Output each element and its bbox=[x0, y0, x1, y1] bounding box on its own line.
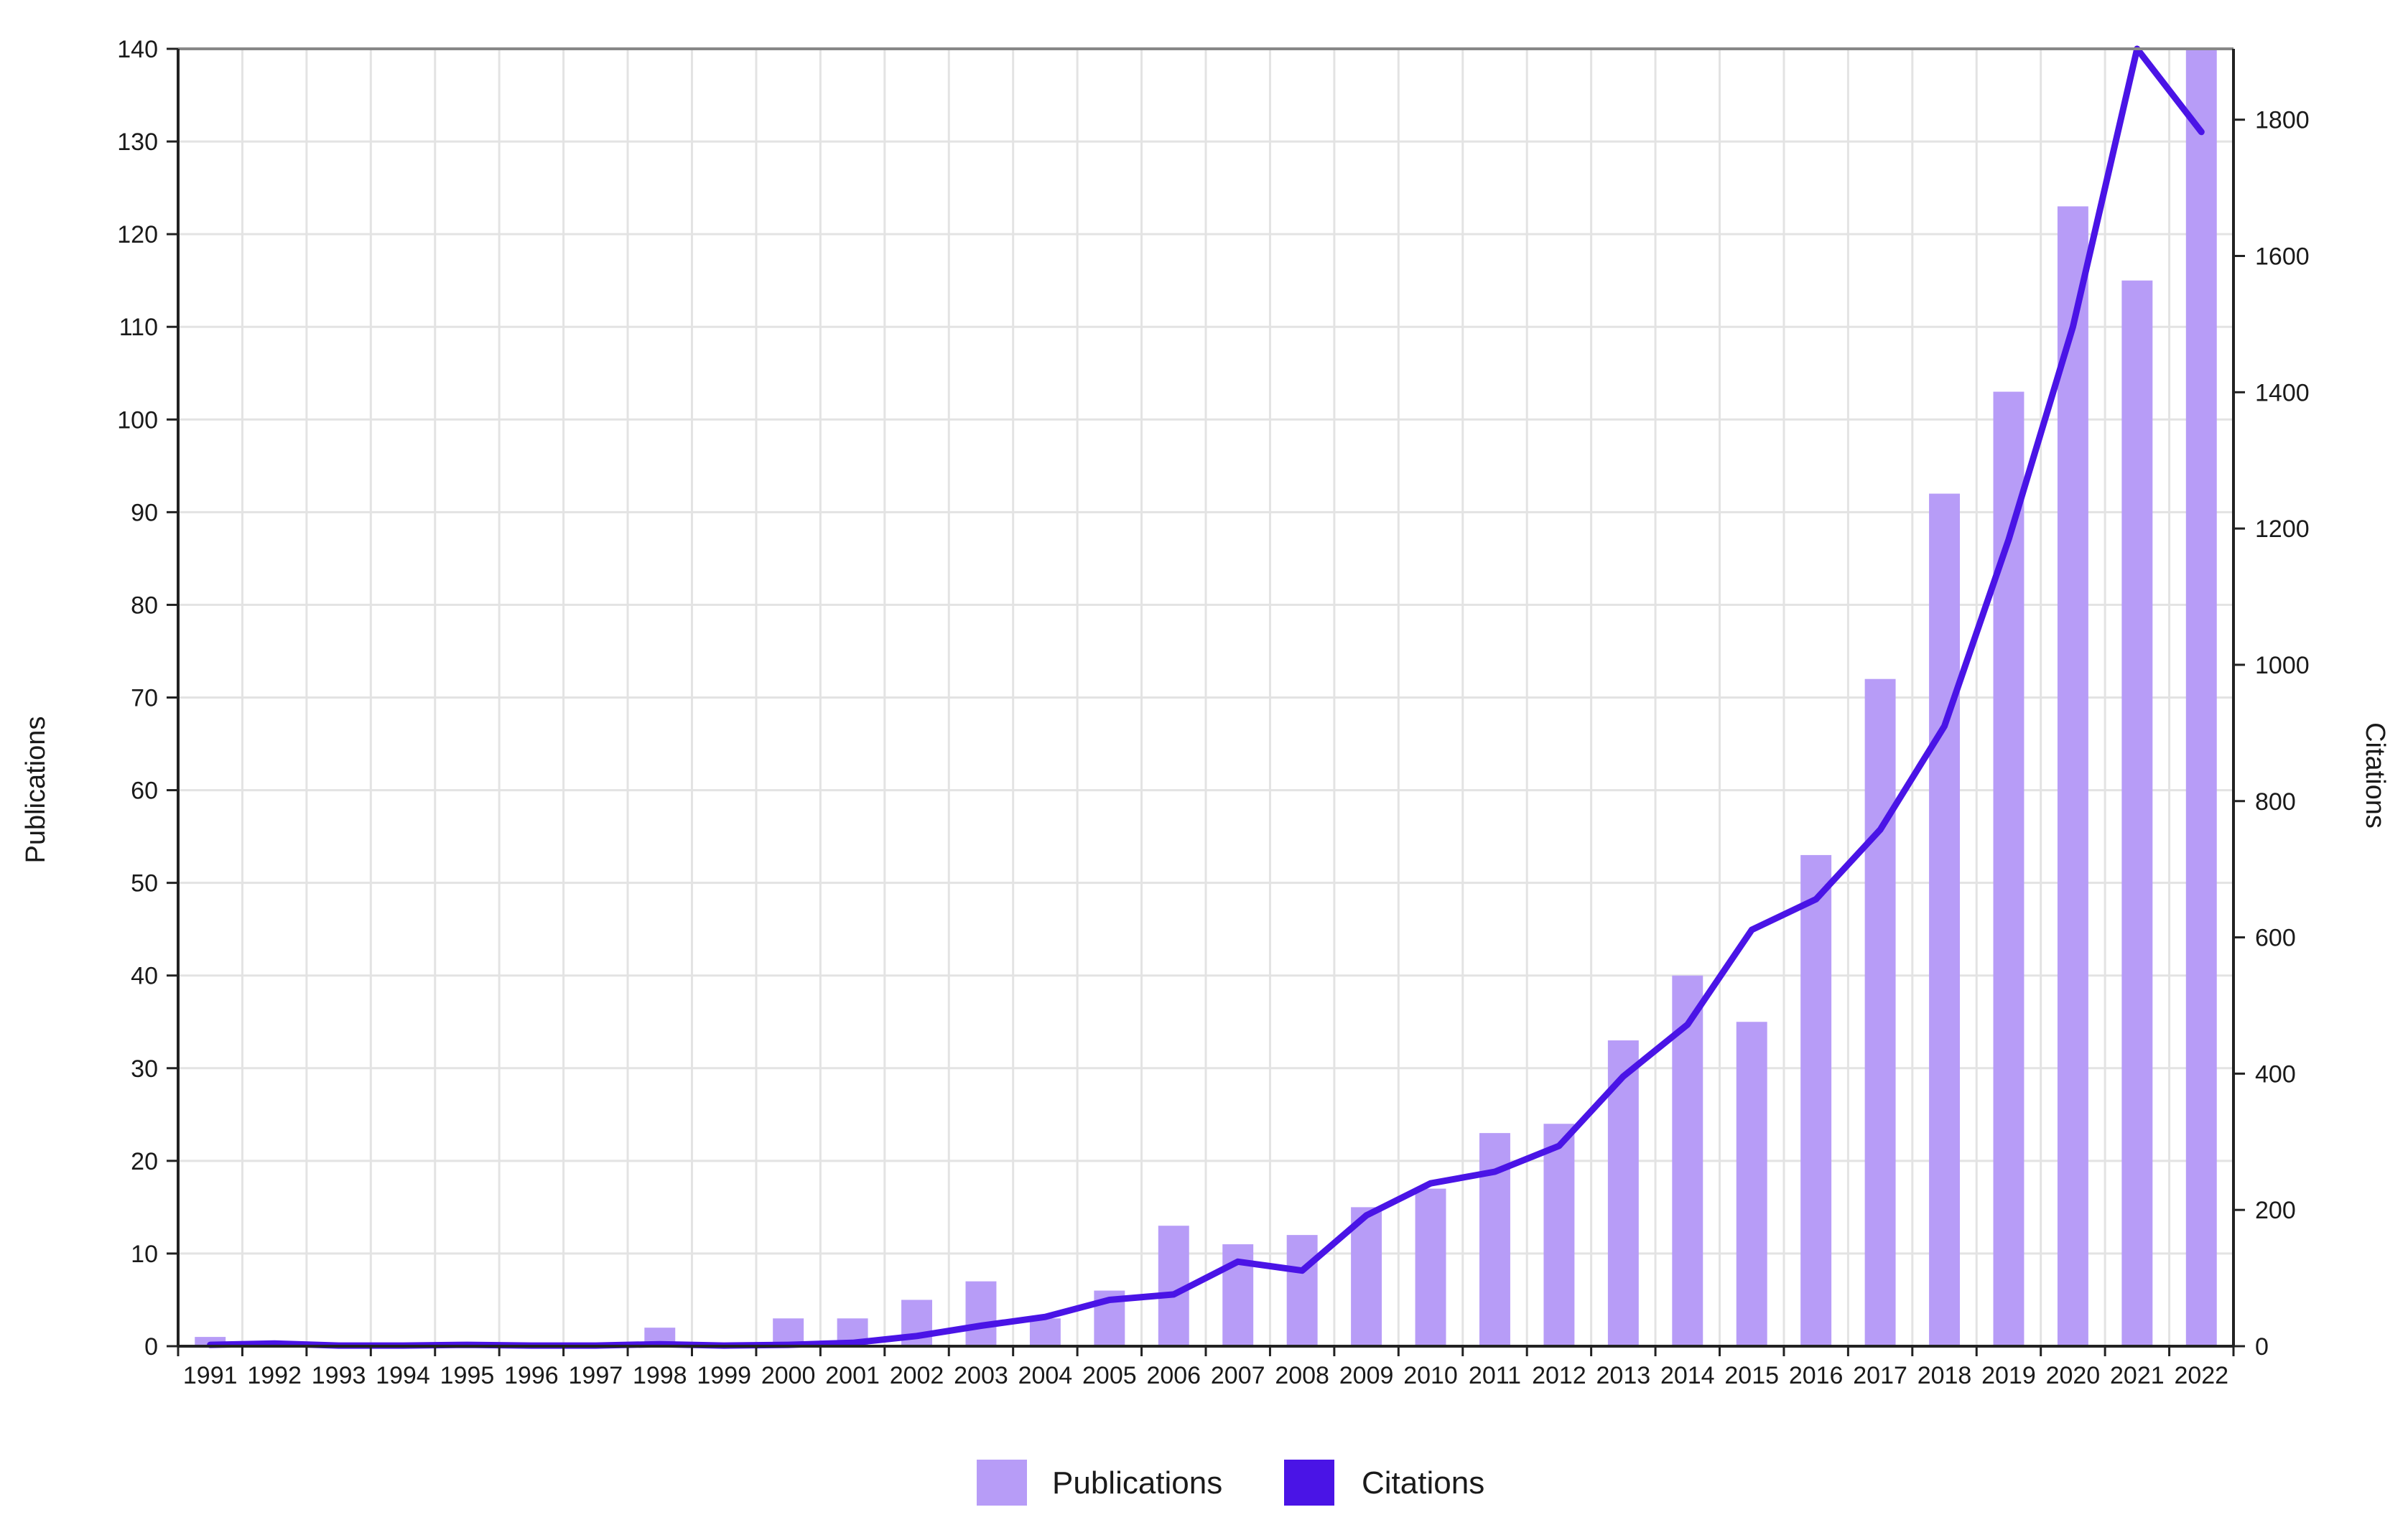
left-tick-label: 70 bbox=[131, 685, 158, 712]
x-tick-label: 2005 bbox=[1082, 1362, 1137, 1389]
left-tick-label: 90 bbox=[131, 499, 158, 526]
x-axis-ticks: 1991 1992 1993 1994 1995 1996 1997 1998 1999 2000… bbox=[177, 1346, 2235, 1389]
x-tick-label: 2001 bbox=[825, 1362, 880, 1389]
bar-publications bbox=[2185, 49, 2217, 1346]
right-axis-title: Citations bbox=[2360, 722, 2390, 829]
right-tick-label: 1800 bbox=[2255, 107, 2310, 134]
right-tick-label: 800 bbox=[2255, 788, 2296, 816]
x-tick-label: 2008 bbox=[1275, 1362, 1329, 1389]
bar-publications bbox=[1351, 1207, 1382, 1346]
bar-publications bbox=[1929, 493, 1960, 1346]
right-tick-label: 1400 bbox=[2255, 379, 2310, 406]
left-axis-title: Publications bbox=[21, 717, 51, 864]
x-tick-label: 2007 bbox=[1211, 1362, 1265, 1389]
x-tick-label: 1993 bbox=[312, 1362, 366, 1389]
x-tick-label: 2003 bbox=[954, 1362, 1008, 1389]
legend-label-publications: Publications bbox=[1052, 1465, 1222, 1501]
left-tick-label: 10 bbox=[131, 1241, 158, 1268]
x-tick-label: 1999 bbox=[697, 1362, 751, 1389]
x-tick-label: 1997 bbox=[569, 1362, 623, 1389]
x-tick-label: 2006 bbox=[1146, 1362, 1201, 1389]
bar-publications bbox=[2121, 280, 2153, 1346]
x-tick-label: 2002 bbox=[890, 1362, 944, 1389]
x-tick-label: 2012 bbox=[1532, 1362, 1586, 1389]
bar-publications bbox=[1993, 391, 2025, 1347]
x-tick-label: 2018 bbox=[1917, 1362, 1972, 1389]
left-tick-label: 60 bbox=[131, 778, 158, 805]
bar-publications bbox=[1543, 1124, 1575, 1346]
x-tick-label: 2014 bbox=[1660, 1362, 1715, 1389]
left-tick-label: 80 bbox=[131, 592, 158, 619]
x-tick-label: 2010 bbox=[1403, 1362, 1458, 1389]
bar-publications bbox=[1800, 854, 1832, 1346]
right-tick-label: 600 bbox=[2255, 925, 2296, 952]
bar-publications bbox=[2057, 206, 2088, 1347]
right-tick-label: 1600 bbox=[2255, 243, 2310, 271]
x-tick-label: 1998 bbox=[633, 1362, 687, 1389]
x-tick-label: 2016 bbox=[1789, 1362, 1844, 1389]
bar-publications bbox=[965, 1281, 997, 1346]
x-tick-label: 2004 bbox=[1018, 1362, 1073, 1389]
x-tick-label: 2017 bbox=[1853, 1362, 1907, 1389]
x-tick-label: 2015 bbox=[1724, 1362, 1779, 1389]
x-tick-label: 2000 bbox=[761, 1362, 816, 1389]
x-tick-label: 2021 bbox=[2110, 1362, 2165, 1389]
legend-label-citations: Citations bbox=[1362, 1465, 1484, 1501]
left-tick-label: 30 bbox=[131, 1055, 158, 1083]
bar-publications bbox=[1029, 1318, 1061, 1346]
left-tick-label: 120 bbox=[117, 221, 158, 248]
bar-publications bbox=[1286, 1235, 1318, 1346]
x-tick-label: 2009 bbox=[1339, 1362, 1394, 1389]
x-tick-label: 1995 bbox=[440, 1362, 495, 1389]
x-tick-label: 2022 bbox=[2174, 1362, 2228, 1389]
right-axis-ticks: 0 200 400 600 800 1000 1200 1400 1600 1800 bbox=[2233, 107, 2310, 1361]
legend-swatch-citations bbox=[1284, 1460, 1334, 1506]
x-tick-label: 2019 bbox=[1981, 1362, 2036, 1389]
left-tick-label: 0 bbox=[144, 1333, 158, 1361]
bar-publications bbox=[1864, 678, 1896, 1346]
bar-publications bbox=[1672, 975, 1703, 1346]
right-tick-label: 0 bbox=[2255, 1333, 2269, 1361]
x-tick-label: 1996 bbox=[504, 1362, 559, 1389]
right-tick-label: 200 bbox=[2255, 1197, 2296, 1224]
left-tick-label: 40 bbox=[131, 963, 158, 990]
left-tick-label: 140 bbox=[117, 36, 158, 63]
right-tick-label: 1200 bbox=[2255, 516, 2310, 543]
left-tick-label: 20 bbox=[131, 1148, 158, 1175]
left-tick-label: 50 bbox=[131, 870, 158, 897]
bar-publications bbox=[1415, 1188, 1446, 1346]
publications-bars bbox=[195, 49, 2217, 1347]
grid bbox=[178, 47, 2233, 1346]
right-tick-label: 400 bbox=[2255, 1060, 2296, 1088]
x-tick-label: 1994 bbox=[376, 1362, 430, 1389]
left-tick-label: 130 bbox=[117, 129, 158, 156]
x-tick-label: 2020 bbox=[2046, 1362, 2101, 1389]
left-tick-label: 100 bbox=[117, 406, 158, 434]
bar-publications bbox=[1736, 1022, 1767, 1346]
legend: Publications Citations bbox=[977, 1460, 1484, 1506]
x-tick-label: 1992 bbox=[247, 1362, 302, 1389]
legend-swatch-publications bbox=[977, 1460, 1027, 1506]
x-tick-label: 2011 bbox=[1469, 1362, 1521, 1389]
right-tick-label: 1000 bbox=[2255, 652, 2310, 679]
left-axis-ticks: 0 10 20 30 40 50 60 70 80 90 100 110 120 130 140 bbox=[117, 36, 178, 1361]
left-tick-label: 110 bbox=[119, 314, 158, 341]
x-tick-label: 2013 bbox=[1596, 1362, 1651, 1389]
x-tick-label: 1991 bbox=[183, 1362, 238, 1389]
